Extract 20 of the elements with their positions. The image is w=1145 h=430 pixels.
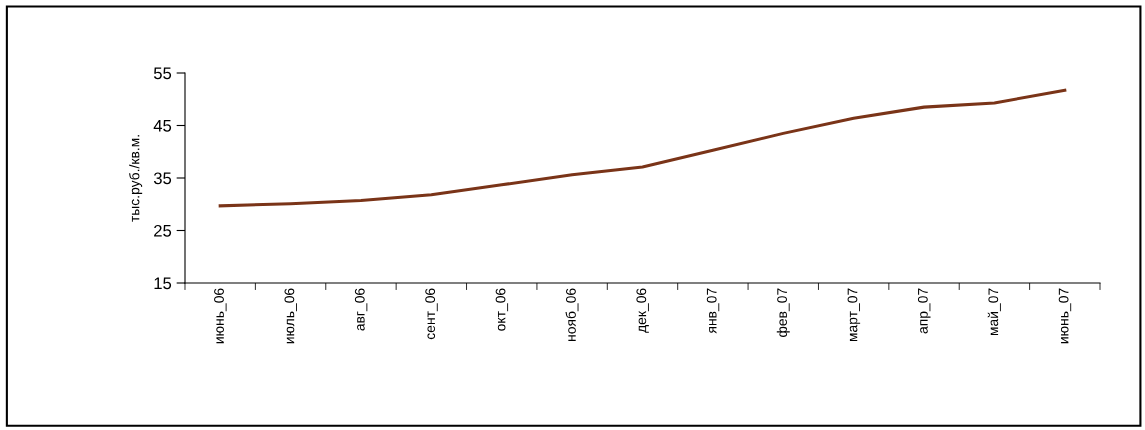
- y-axis-title: тыс.руб./кв.м.: [129, 135, 143, 222]
- y-tick-label: 45: [153, 120, 172, 132]
- line-series: [218, 88, 1067, 208]
- x-tick-label: июнь_07: [1058, 288, 1072, 344]
- y-tick-label: 15: [154, 277, 172, 290]
- x-tick-label: апр_07: [917, 288, 931, 334]
- x-tick-label: март_07: [847, 288, 861, 342]
- x-tick-label: фев_07: [776, 288, 790, 337]
- x-tick-label: июль_06: [284, 288, 297, 344]
- x-tick-label: июнь_06: [214, 288, 227, 344]
- y-tick-label: 25: [154, 224, 172, 237]
- x-tick-label: окт_06: [495, 288, 509, 331]
- y-tick-label: 55: [153, 67, 172, 80]
- y-tick-label: 35: [153, 172, 172, 185]
- x-tick-label: дек_06: [636, 288, 649, 333]
- x-tick-label: нояб_06: [565, 288, 579, 341]
- x-tick-label: сент_06: [425, 288, 438, 340]
- x-tick-label: янв_07: [706, 288, 720, 334]
- x-tick-label: авг_06: [354, 288, 368, 331]
- x-tick-label: май_07: [987, 288, 1001, 336]
